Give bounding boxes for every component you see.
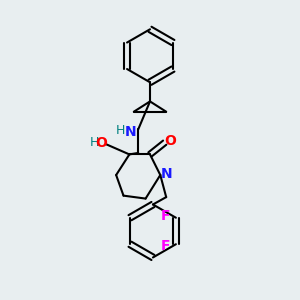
Text: N: N xyxy=(125,125,137,139)
Text: O: O xyxy=(95,136,107,150)
Text: H: H xyxy=(116,124,125,137)
Text: F: F xyxy=(161,209,170,223)
Text: H: H xyxy=(89,136,99,149)
Text: F: F xyxy=(161,239,170,253)
Text: N: N xyxy=(160,167,172,181)
Text: O: O xyxy=(165,134,176,148)
